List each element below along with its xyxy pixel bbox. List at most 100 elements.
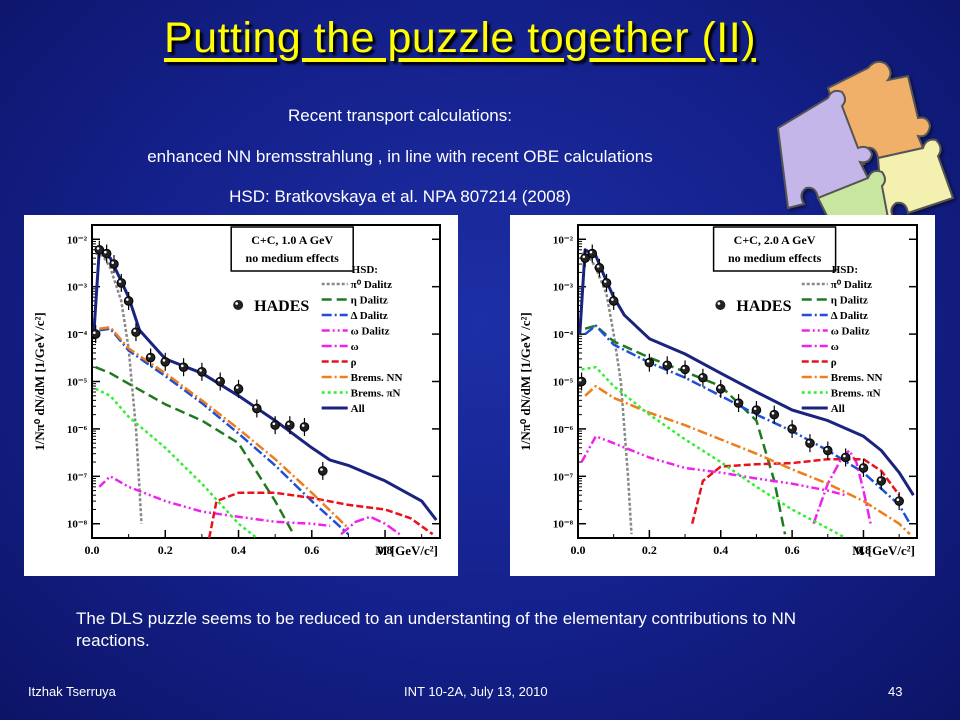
hades-point-highlight [807,440,810,444]
hades-point-highlight [93,331,96,334]
x-tick-label: 0.6 [304,543,319,557]
legend-label-eta: η Dalitz [351,295,388,307]
hades-point-highlight [320,468,323,471]
y-tick-label: 10⁻² [553,234,574,246]
legend-label-omega_dalitz: ω Dalitz [831,326,870,338]
subtitle-line-3: HSD: Bratkovskaya et al. NPA 807214 (200… [229,187,571,206]
hades-point [715,384,726,394]
legend-title: HSD: [832,264,858,276]
hades-point [769,409,780,420]
y-tick-label: 10⁻⁵ [67,377,88,389]
hades-point-highlight [118,280,122,283]
series-line-rho [690,457,901,525]
hades-point-highlight [104,250,107,254]
hades-point [662,360,673,371]
chart-panel-1: 10⁻² 10⁻³ 10⁻⁴ 10⁻⁵ 10⁻⁶ 10⁻⁷ 10⁻⁸ 0.0 0.2 0.4 0.6… [24,215,458,576]
y-tick-label: 10⁻⁷ [553,471,574,483]
slide-title: Putting the puzzle together (II) [163,14,757,62]
legend-label-omega: ω [351,341,359,353]
curves [92,240,438,538]
y-tick-label: 10⁻⁴ [553,329,574,341]
x-tick-label: 0.8 [378,543,393,557]
hades-point-highlight [611,298,614,301]
hades-point-highlight [843,454,846,458]
chart-title-box [712,226,837,272]
hades-point [116,278,127,288]
hades-point [894,496,904,506]
chart-subtitle: no medium effects [728,251,822,265]
hades-point-highlight [254,405,257,409]
series-line-delta [584,324,911,525]
y-axis-label: 1/Nπ⁰ dN/dM [1/GeV /c²] [32,312,47,450]
hades-point [805,438,815,448]
hades-point-highlight [664,362,668,366]
hades-point [698,372,708,383]
series-line-omega_dalitz [98,475,331,528]
y-axis-label: 1/Nπ⁰ dN/dM [1/GeV /c²] [518,312,533,450]
legend-label-delta: Δ Dalitz [351,310,388,322]
legend-label-brems_nn: Brems. NN [351,372,403,384]
hades-legend-marker-highlight [717,302,721,305]
y-tick-label: 10⁻⁵ [553,377,574,389]
legend-label-pi0: π⁰ Dalitz [831,279,872,291]
hades-point [252,403,262,414]
hades-label: HADES [254,298,309,315]
hades-point-highlight [603,280,607,283]
legend-label-omega: ω [831,341,839,353]
x-tick-label: 0.4 [713,543,728,557]
hades-point [822,445,833,456]
series-line-brems_pin [581,365,847,538]
hades-point-highlight [789,426,793,429]
footer-author: Itzhak Tserruya [28,684,116,699]
chart-1-1AGeV: 10⁻² 10⁻³ 10⁻⁴ 10⁻⁵ 10⁻⁶ 10⁻⁷ 10⁻⁸ 0.0 0.2 0.4 0.6… [32,224,441,558]
hades-point [733,398,744,408]
puzzle-piece-yellow [876,138,955,218]
hades-point-highlight [896,498,900,502]
x-tick-label: 0.8 [856,543,871,557]
puzzle-pieces-icon [776,60,955,218]
chart-2-2AGeV: 10⁻² 10⁻³ 10⁻⁴ 10⁻⁵ 10⁻⁶ 10⁻⁷ 10⁻⁸ 0.0 0.2 0.4 0.6… [518,224,918,558]
legend-label-eta: η Dalitz [831,295,868,307]
legend-label-pi0: π⁰ Dalitz [351,279,392,291]
hades-point-highlight [133,329,136,333]
hades-point [233,384,244,394]
hades-point-highlight [199,369,202,372]
hades-point-highlight [162,359,166,362]
y-tick-label: 10⁻⁸ [553,519,574,531]
series-line-omega_dalitz [580,435,846,497]
hades-point [109,259,119,269]
chart-title: C+C, 2.0 A GeV [734,233,816,247]
legend-label-brems_nn: Brems. NN [831,372,883,384]
hades-point-highlight [646,359,650,363]
y-tick-label: 10⁻⁸ [67,519,88,531]
hades-point [840,452,851,463]
hades-point [101,248,112,259]
chart-title: C+C, 1.0 A GeV [251,233,333,247]
chart-panel-2: 10⁻² 10⁻³ 10⁻⁴ 10⁻⁵ 10⁻⁶ 10⁻⁷ 10⁻⁸ 0.0 0.2 0.4 0.6… [510,215,935,576]
hades-point [578,376,587,387]
legend-label-delta: Δ Dalitz [831,310,868,322]
hades-point-highlight [718,386,721,389]
hades-point [197,367,207,377]
y-tick-label: 10⁻³ [67,282,88,294]
series-line-brems_nn [584,384,911,536]
hades-point [876,476,887,486]
x-tick-label: 0.6 [785,543,800,557]
hades-point-highlight [771,411,775,415]
conclusion-text: The DLS puzzle seems to be reduced to an… [76,609,797,650]
x-axis-label: M [GeV/c²] [852,543,915,558]
chart-title-box [230,226,354,272]
hades-point [680,364,690,375]
y-tick-label: 10⁻³ [553,282,574,294]
series-line-eta [95,366,295,535]
hades-point-highlight [217,378,221,382]
hades-point [285,420,295,430]
curves [578,244,915,538]
legend-label-all: All [351,403,365,415]
series-line-pi0 [581,252,633,535]
puzzle-piece-green [816,169,890,218]
legend-label-rho: ρ [831,357,837,369]
hades-point-highlight [148,354,151,358]
hades-point-highlight [860,465,864,468]
hades-point-highlight [589,250,593,254]
